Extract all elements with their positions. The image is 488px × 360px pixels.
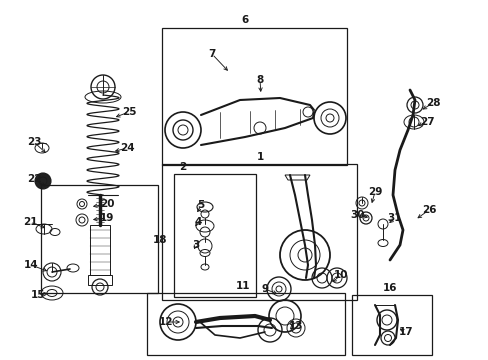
Bar: [351, 295, 431, 355]
Bar: [41, 185, 158, 293]
Text: 9: 9: [261, 284, 268, 294]
Text: 13: 13: [288, 321, 303, 331]
Bar: [162, 28, 346, 165]
Text: 31: 31: [387, 213, 402, 223]
Text: 6: 6: [241, 15, 248, 25]
Circle shape: [35, 173, 51, 189]
Text: 27: 27: [419, 117, 433, 127]
Text: 18: 18: [152, 235, 167, 245]
Text: 4: 4: [194, 217, 201, 227]
Text: 24: 24: [120, 143, 134, 153]
Text: 21: 21: [23, 217, 37, 227]
Text: 8: 8: [256, 75, 263, 85]
Circle shape: [39, 177, 47, 185]
Text: 12: 12: [159, 317, 173, 327]
Text: 15: 15: [31, 290, 45, 300]
Text: 14: 14: [23, 260, 38, 270]
Text: 19: 19: [100, 213, 114, 223]
Text: 30: 30: [350, 210, 365, 220]
Text: 22: 22: [27, 174, 41, 184]
Text: 11: 11: [235, 281, 250, 291]
Bar: [162, 164, 356, 300]
Text: 10: 10: [333, 270, 347, 280]
Bar: [147, 293, 345, 355]
Text: 2: 2: [179, 162, 186, 172]
Text: 16: 16: [382, 283, 396, 293]
Text: 7: 7: [208, 49, 215, 59]
Text: 1: 1: [256, 152, 263, 162]
Bar: [174, 174, 256, 297]
Text: 25: 25: [122, 107, 136, 117]
Text: 20: 20: [100, 199, 114, 209]
Text: 3: 3: [192, 240, 199, 250]
Text: 28: 28: [425, 98, 439, 108]
Text: 5: 5: [197, 200, 204, 210]
Text: 26: 26: [421, 205, 435, 215]
Text: 23: 23: [27, 137, 41, 147]
Text: 29: 29: [367, 187, 382, 197]
Text: 17: 17: [398, 327, 412, 337]
